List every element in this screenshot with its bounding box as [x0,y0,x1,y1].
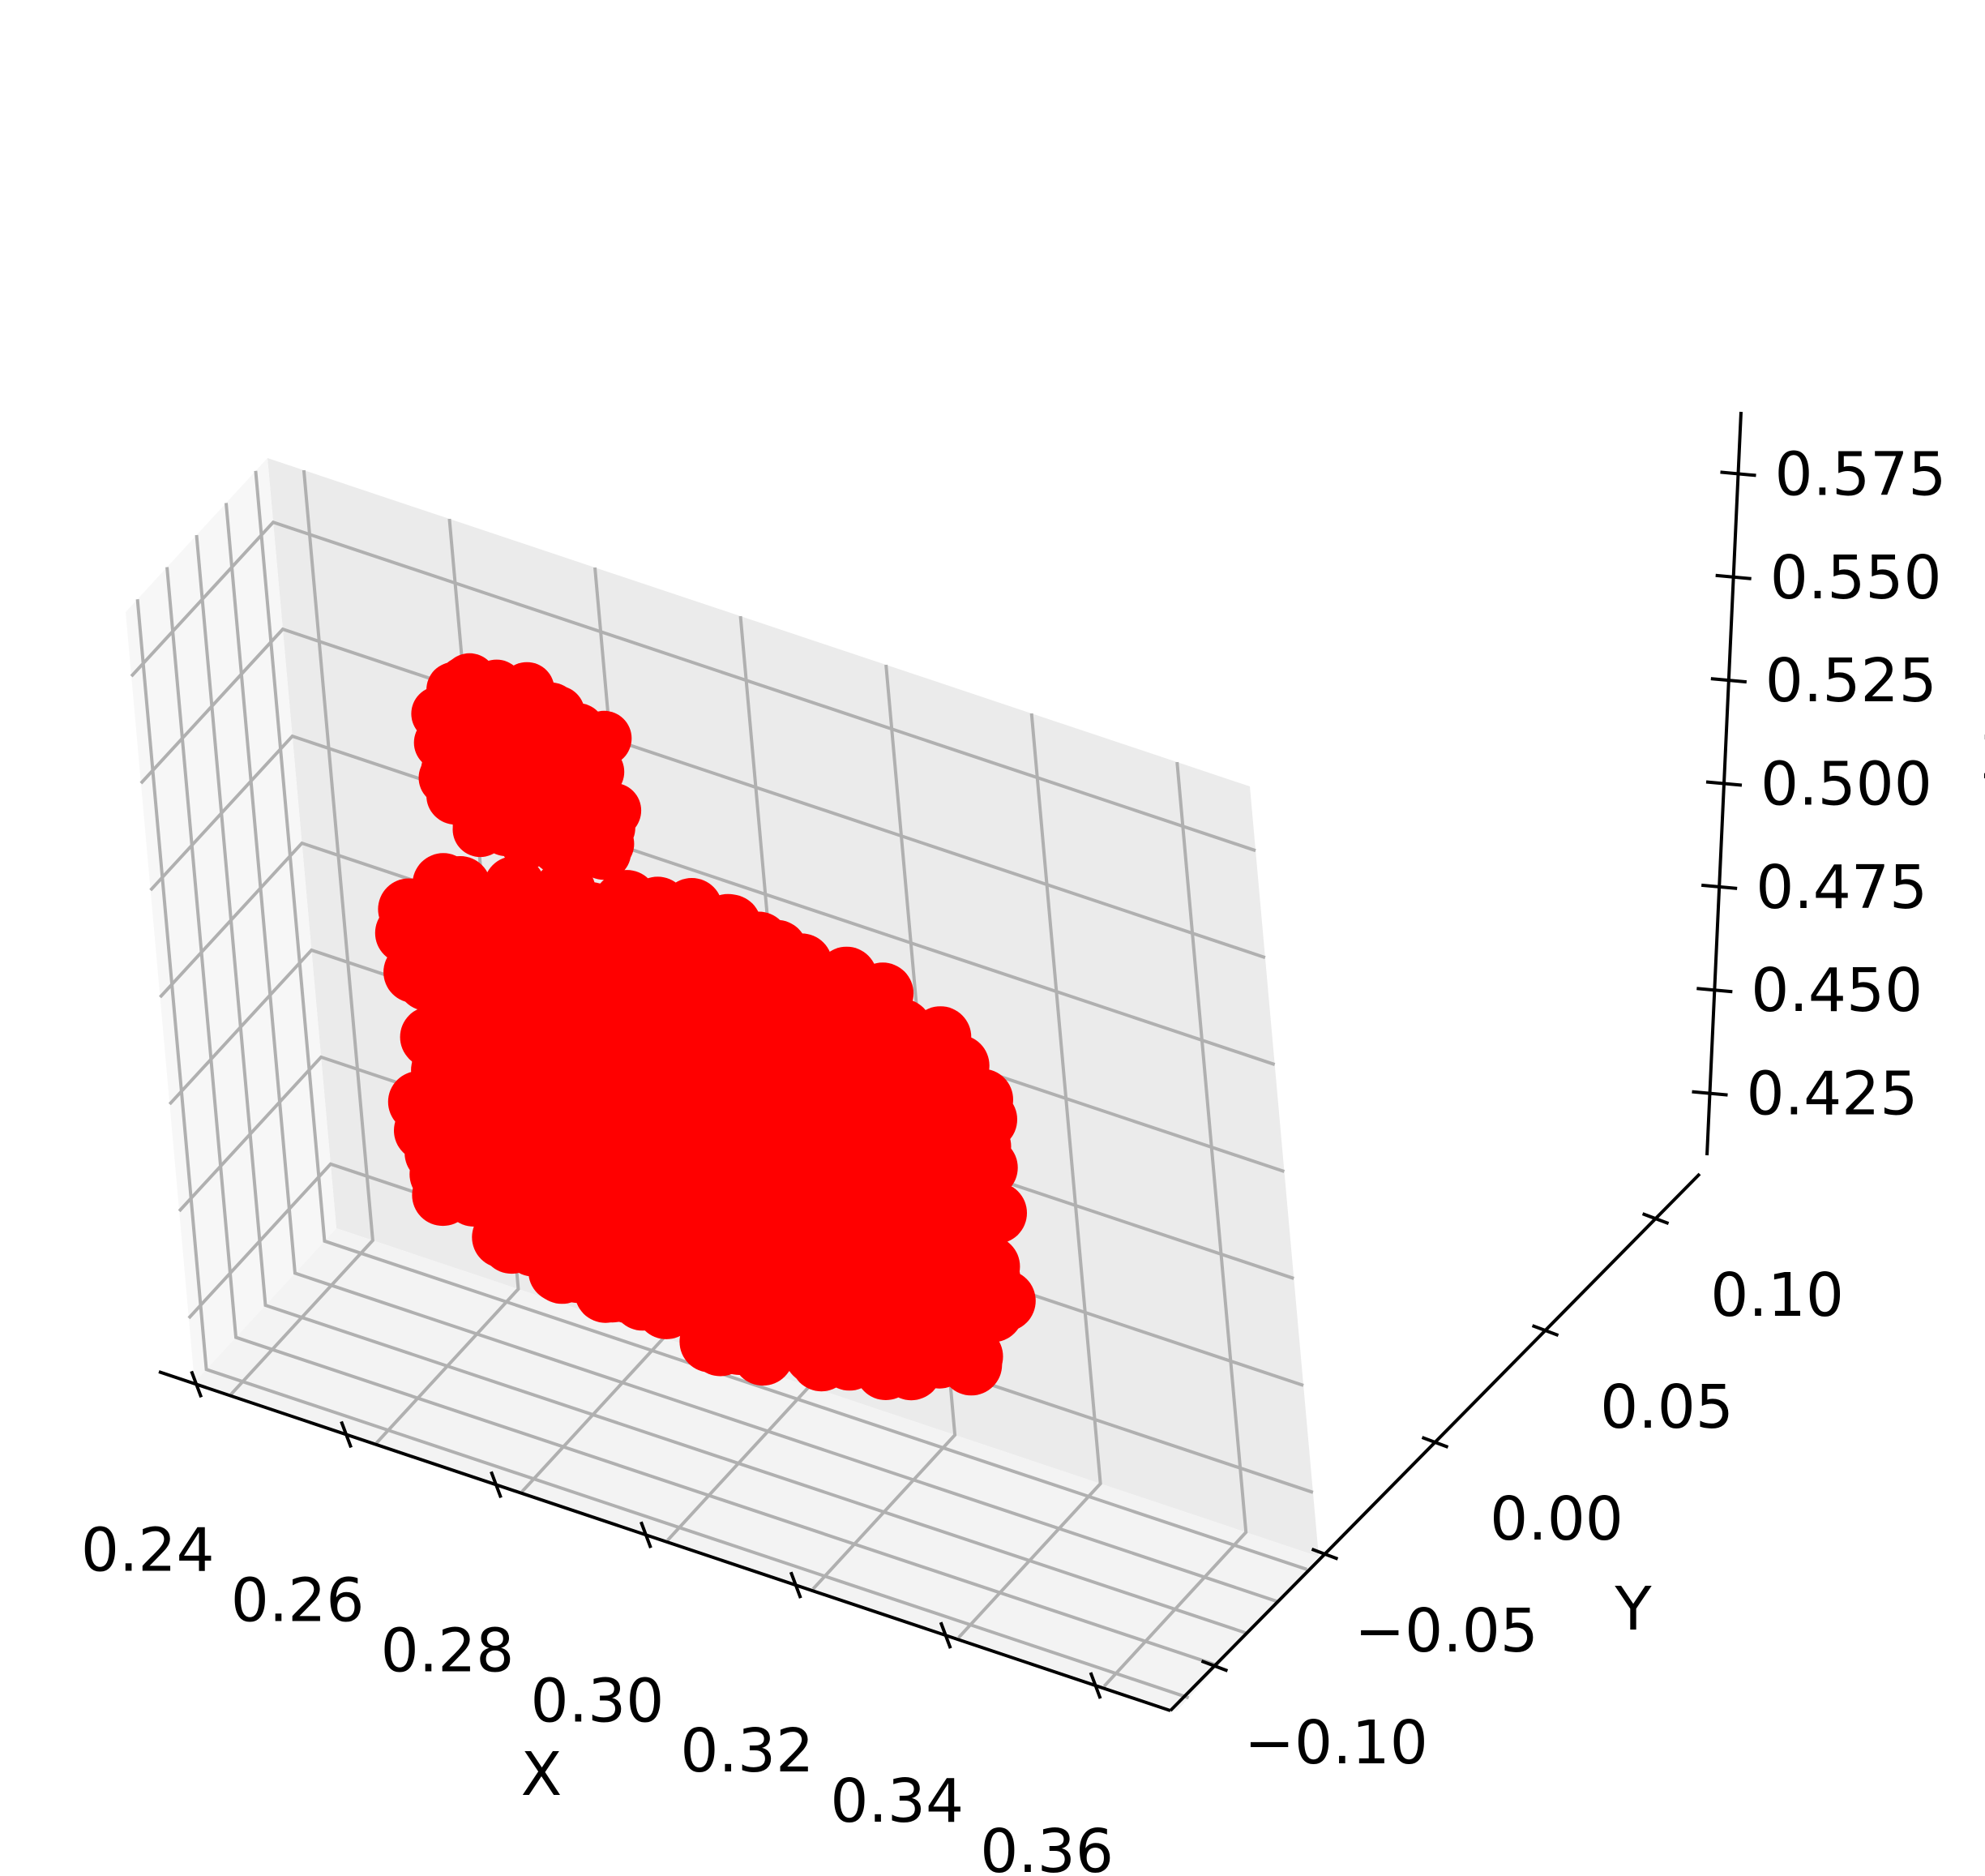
grid-line-x [1102,761,1248,1688]
grid-line-x [811,664,957,1591]
data-point [590,880,652,942]
z-tick [1720,470,1756,478]
z-tick [1692,1090,1728,1097]
z-tick [1705,780,1743,787]
grid-line-y [135,598,1190,1700]
z-tick [1715,573,1752,580]
z-tick [1710,677,1748,684]
data-point [616,1051,678,1113]
data-point [472,671,528,727]
data-point [918,1144,980,1206]
z-tick-label: 0.475 [1756,853,1927,923]
x-tick-label: 0.26 [231,1565,365,1635]
data-point [815,946,878,1009]
grid-line-y [195,534,1249,1635]
data-point [405,915,468,977]
y-tick [1421,1436,1449,1449]
x-tick-label: 0.24 [81,1516,215,1586]
z-tick-label: 0.450 [1751,956,1923,1026]
y-tick [1641,1212,1670,1226]
grid-line-z [139,627,1266,960]
data-points [374,653,1036,1401]
z-tick-label: 0.425 [1747,1060,1919,1129]
y-tick-label: −0.10 [1244,1708,1428,1778]
z-tick-label: 0.525 [1765,646,1937,716]
x-tick-label: 0.28 [381,1616,515,1685]
data-point [940,1334,1003,1396]
data-point [819,1154,882,1216]
y-tick-label: 0.00 [1490,1484,1624,1554]
z-tick [1696,987,1733,994]
grid-line-y [165,567,1219,1668]
data-point [404,1122,467,1184]
grid-lines [130,469,1314,1700]
grid-line-x [957,713,1102,1639]
x-tick [789,1571,802,1599]
grid-line-x [229,469,374,1396]
z-tick-label: 0.575 [1775,439,1947,509]
y-axis-label: Y [1614,1574,1652,1644]
z-tick-label: 0.500 [1760,750,1932,820]
data-point [762,1175,824,1237]
data-point [650,938,712,1000]
x-tick-label: 0.32 [680,1716,814,1786]
data-point [772,1052,835,1114]
z-tick [1701,883,1738,890]
data-point [841,1323,903,1386]
grid-line-y [254,470,1308,1571]
data-point [584,1252,647,1314]
data-point [550,1198,612,1261]
data-point [693,1307,755,1369]
data-point [467,1166,529,1228]
y-tick-label: 0.10 [1710,1261,1844,1330]
x-tick [640,1521,652,1548]
x-tick [340,1420,353,1449]
z-axis-label: Z [1982,723,1985,793]
x-tick [939,1621,952,1649]
data-point [443,1036,505,1099]
data-point [691,980,754,1043]
x-tick [1089,1672,1102,1699]
data-point [536,737,592,793]
x-tick-label: 0.34 [830,1767,964,1836]
data-point [922,1251,985,1313]
tick-labels: 0.240.260.280.300.320.34 0.36 −0.10 −0.05 0.… [81,439,1947,1876]
grid-line-z [149,734,1276,1066]
y-tick [1200,1659,1229,1673]
data-point [483,856,545,918]
x-tick [490,1471,503,1499]
data-point [871,998,933,1060]
x-tick-label: 0.30 [531,1666,665,1736]
y-tick [1531,1324,1559,1337]
y-tick [1311,1548,1339,1561]
y-tick-label: 0.05 [1600,1373,1734,1442]
y-tick-label: −0.05 [1354,1596,1538,1666]
tick-marks [190,470,1756,1699]
data-point [651,1130,712,1193]
z-tick-label: 0.550 [1770,543,1942,613]
x-axis-line [158,1370,1171,1712]
grid-line-y [224,503,1278,1604]
x-tick-label: 0.36 [980,1817,1114,1876]
data-point [877,1244,939,1307]
data-point [495,777,550,833]
data-point [451,717,507,773]
data-point [746,919,808,982]
x-axis-label: X [521,1740,563,1810]
data-point [575,983,637,1044]
data-point [476,1107,538,1170]
data-point [562,1049,624,1111]
data-point [848,1069,910,1131]
x-tick [190,1370,203,1398]
data-point [710,1069,772,1132]
grid-line-z [130,520,1256,853]
data-point [910,1064,973,1126]
data-point [764,978,826,1040]
